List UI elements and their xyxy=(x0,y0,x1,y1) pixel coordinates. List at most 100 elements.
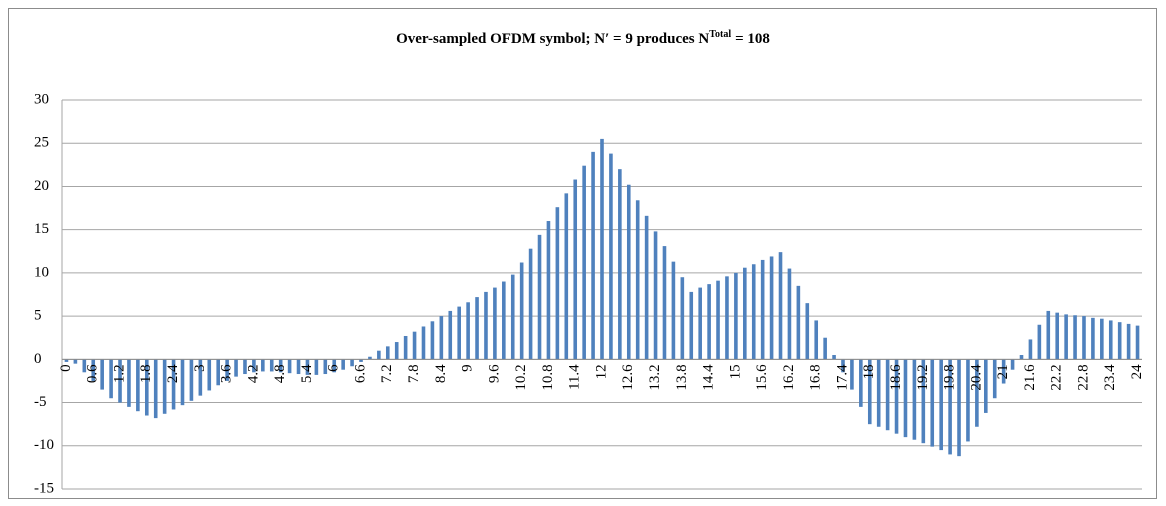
bar xyxy=(850,359,854,390)
bar xyxy=(823,337,827,360)
x-tick-label: 2.4 xyxy=(165,364,181,383)
bar xyxy=(448,310,453,360)
x-tick-label: 18 xyxy=(861,364,877,379)
x-tick-label: 3 xyxy=(192,364,208,372)
bar xyxy=(876,359,881,427)
bar xyxy=(751,264,756,360)
bar xyxy=(859,359,863,407)
x-tick-label: 19.8 xyxy=(942,364,958,390)
bar xyxy=(716,280,720,360)
y-tick-label: -15 xyxy=(34,480,54,496)
x-tick-label: 11.4 xyxy=(567,364,583,390)
bar xyxy=(198,359,203,396)
x-tick-label: 5.4 xyxy=(299,364,315,383)
bar xyxy=(439,316,444,360)
bar xyxy=(528,248,533,360)
bar xyxy=(359,359,363,362)
bar xyxy=(912,359,917,440)
x-tick-label: 10.2 xyxy=(513,364,529,390)
bar xyxy=(992,359,997,399)
bar xyxy=(671,261,676,360)
bar xyxy=(564,193,569,360)
x-tick-label: 15.6 xyxy=(754,364,770,391)
x-tick-label: 21.6 xyxy=(1022,364,1038,391)
bar xyxy=(421,326,426,360)
bar xyxy=(493,287,497,360)
bar xyxy=(626,184,631,360)
bar xyxy=(323,359,328,375)
bar xyxy=(644,215,649,360)
bar xyxy=(921,359,926,444)
bar xyxy=(207,359,212,391)
bar xyxy=(234,359,238,377)
bar xyxy=(261,359,265,372)
x-tick-label: 1.2 xyxy=(111,364,127,383)
bar xyxy=(171,359,176,410)
bar xyxy=(502,281,506,360)
x-tick-label: 18.6 xyxy=(888,364,904,391)
bar xyxy=(162,359,167,414)
bar xyxy=(680,277,685,360)
x-tick-label: 6.6 xyxy=(352,364,368,383)
bar xyxy=(734,272,738,360)
bar xyxy=(1082,316,1086,360)
bar xyxy=(252,359,256,373)
bar xyxy=(867,359,872,425)
x-tick-label: 16.2 xyxy=(781,364,797,390)
bar xyxy=(519,262,524,360)
bar xyxy=(725,276,729,360)
bar xyxy=(216,359,220,386)
bar xyxy=(118,359,122,403)
bar xyxy=(814,320,819,360)
bar xyxy=(1010,359,1015,370)
x-tick-label: 7.2 xyxy=(379,364,395,383)
bar xyxy=(466,302,470,360)
x-tick-label: 13.2 xyxy=(647,364,663,390)
bar xyxy=(796,285,801,360)
x-tick-label: 16.8 xyxy=(808,364,824,390)
bar xyxy=(225,359,229,381)
bar xyxy=(1126,323,1131,360)
y-tick-label: 25 xyxy=(34,135,49,151)
bar xyxy=(1019,355,1024,360)
bar xyxy=(662,246,667,360)
bar xyxy=(975,359,979,427)
bar xyxy=(109,359,113,399)
bar xyxy=(555,207,560,360)
bar xyxy=(91,359,96,381)
bar xyxy=(591,151,595,360)
bar xyxy=(1108,320,1113,360)
bar xyxy=(698,287,702,360)
bar xyxy=(510,274,515,360)
x-tick-label: 0 xyxy=(58,364,74,372)
bar xyxy=(475,297,479,360)
bar xyxy=(778,252,783,360)
bar xyxy=(653,231,658,360)
x-tick-label: 23.4 xyxy=(1102,364,1118,391)
bar xyxy=(787,268,792,360)
bar xyxy=(1028,339,1033,360)
bar xyxy=(1037,324,1042,360)
x-tick-label: 9 xyxy=(460,364,476,372)
title-tail: = 108 xyxy=(735,31,770,47)
bar xyxy=(287,359,292,374)
bar xyxy=(1091,317,1095,360)
bar xyxy=(269,359,274,372)
x-tick-label: 6 xyxy=(326,364,342,372)
y-tick-label: -5 xyxy=(34,394,47,410)
x-tick-label: 22.8 xyxy=(1075,364,1091,390)
bar xyxy=(948,359,952,455)
bar xyxy=(1100,318,1104,360)
x-tick-label: 20.4 xyxy=(968,364,984,391)
title-main: Over-sampled OFDM symbol; N′ = 9 produce… xyxy=(396,31,709,47)
bar xyxy=(305,359,310,375)
y-tick-label: -10 xyxy=(34,437,54,453)
title-superscript: Total xyxy=(709,29,731,40)
bar xyxy=(377,350,381,360)
bar xyxy=(314,359,319,375)
bar xyxy=(957,359,961,457)
x-tick-label: 7.8 xyxy=(406,364,422,383)
chart-title: Over-sampled OFDM symbol; N′ = 9 produce… xyxy=(396,29,770,47)
bar xyxy=(430,321,435,360)
